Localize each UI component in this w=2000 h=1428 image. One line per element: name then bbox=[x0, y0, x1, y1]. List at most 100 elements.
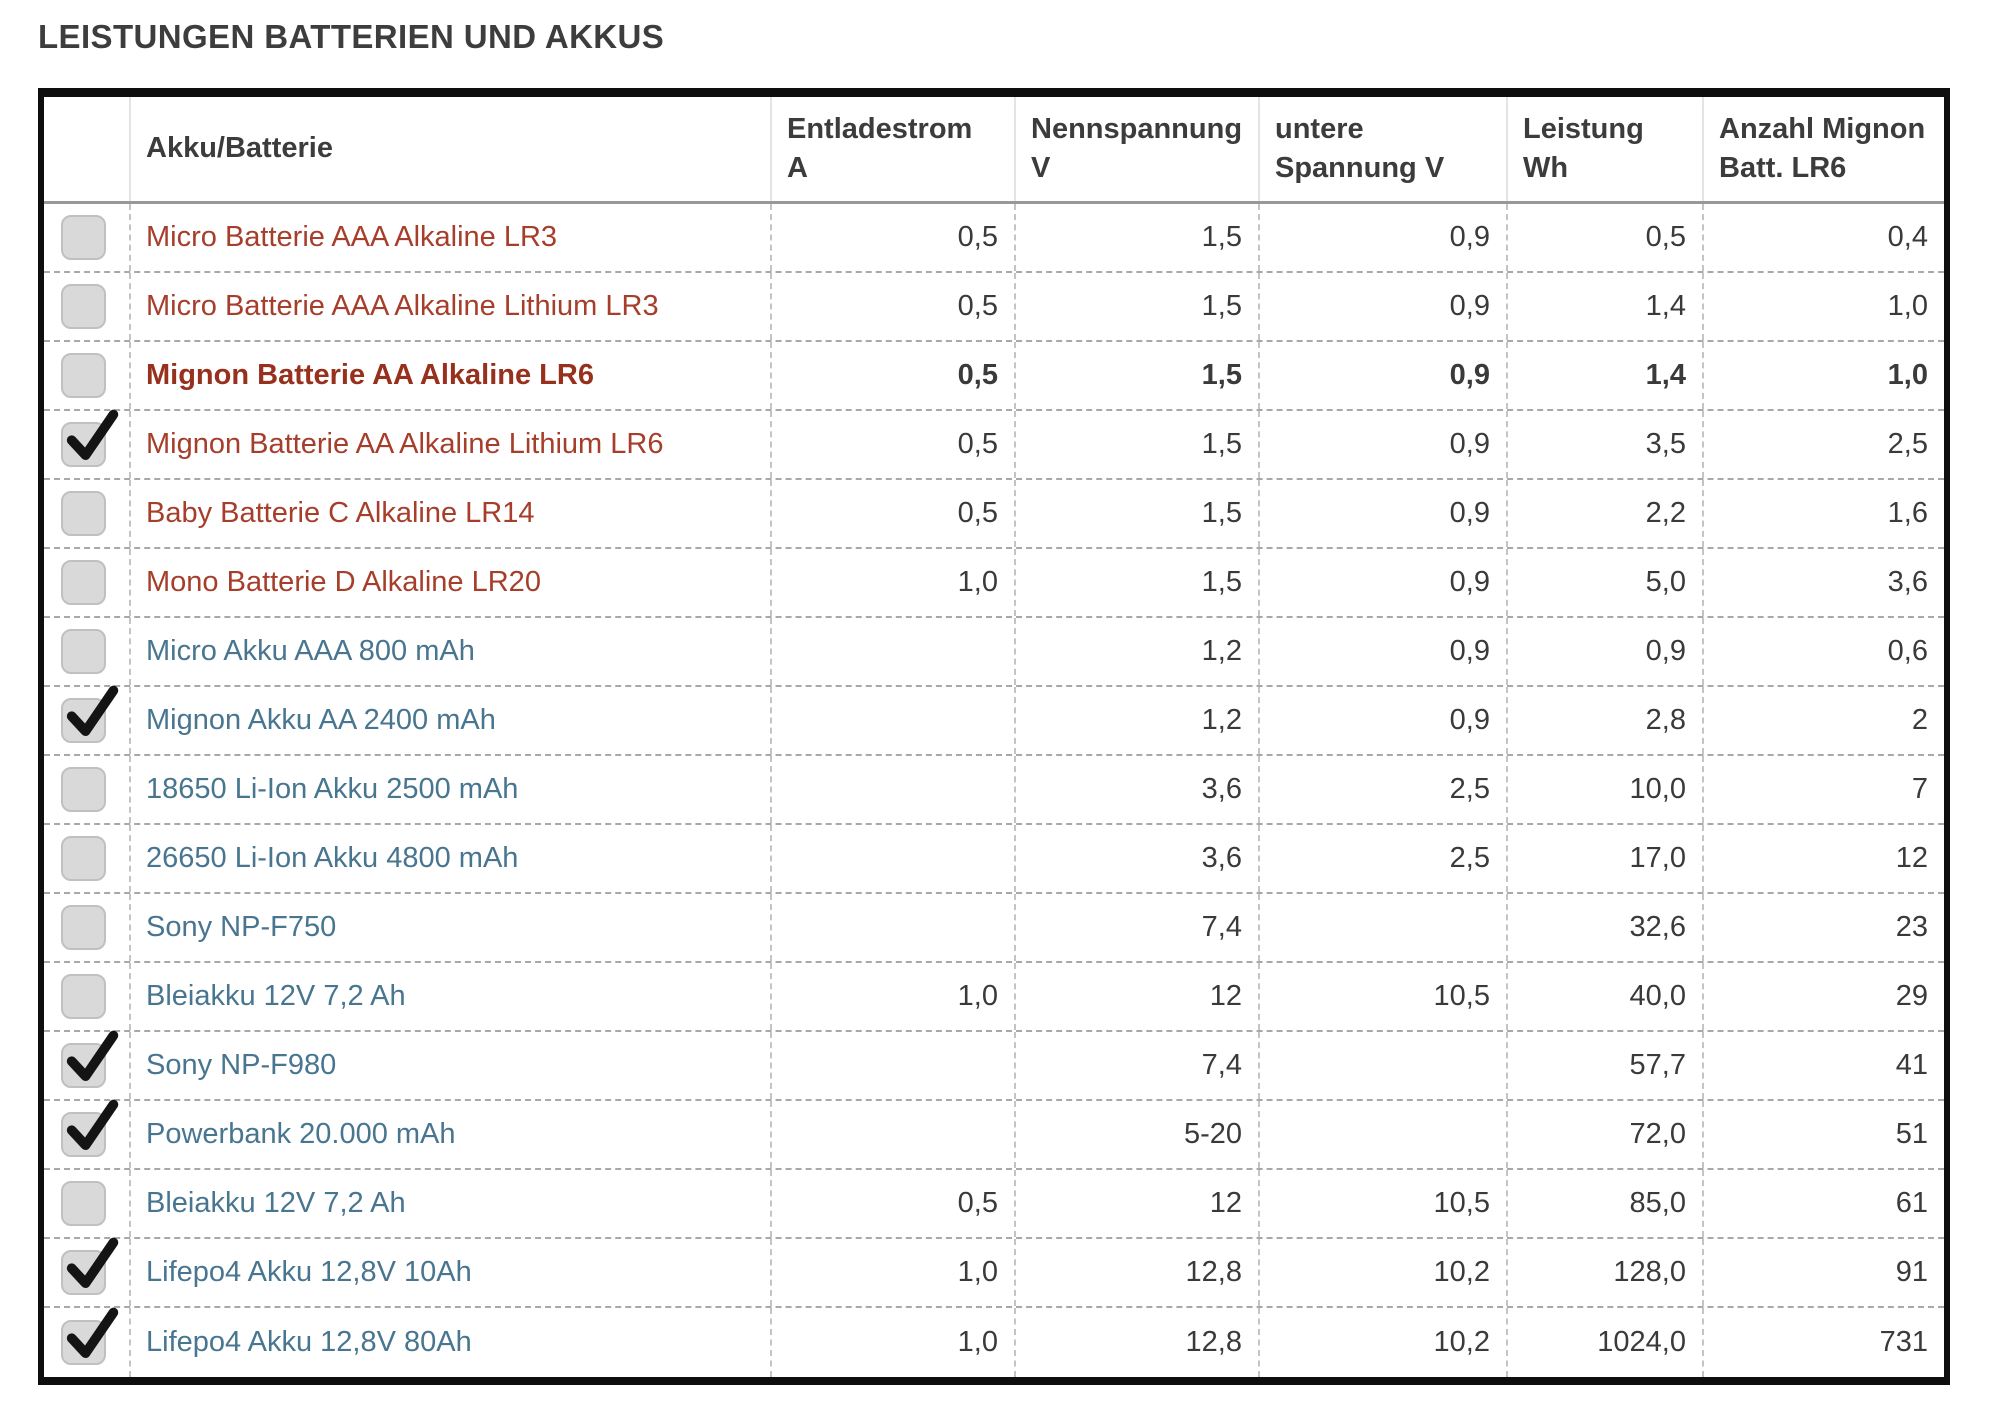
cell-battery-name: Lifepo4 Akku 12,8V 10Ah bbox=[131, 1239, 772, 1306]
checkbox[interactable] bbox=[61, 629, 106, 674]
table-row: Lifepo4 Akku 12,8V 10Ah 1,0 12,8 10,2 12… bbox=[44, 1237, 1944, 1308]
checkbox[interactable] bbox=[61, 836, 106, 881]
cell-untere-spannung-v: 0,9 bbox=[1260, 342, 1508, 409]
cell-untere-spannung-v: 10,2 bbox=[1260, 1308, 1508, 1377]
battery-name: Lifepo4 Akku 12,8V 80Ah bbox=[146, 1325, 472, 1358]
cell-anzahl-mignon-lr6: 2,5 bbox=[1887, 428, 1928, 460]
battery-name: Mignon Batterie AA Alkaline LR6 bbox=[146, 358, 594, 391]
cell-nennspannung-v: 5-20 bbox=[1016, 1101, 1260, 1168]
cell-leistung-wh: 40,0 bbox=[1508, 963, 1704, 1030]
cell-battery-name: Bleiakku 12V 7,2 Ah bbox=[131, 1170, 772, 1237]
cell-nennspannung-v: 1,2 bbox=[1016, 618, 1260, 685]
cell-checkbox bbox=[44, 1030, 131, 1099]
checkbox[interactable] bbox=[61, 1181, 106, 1226]
cell-leistung-wh: 2,2 bbox=[1508, 480, 1704, 547]
checkmark-icon bbox=[66, 1307, 119, 1359]
cell-anzahl-mignon-lr6: 1,0 bbox=[1887, 359, 1928, 391]
table-row: Bleiakku 12V 7,2 Ah 1,0 12 10,5 40,0 29 bbox=[44, 963, 1944, 1032]
battery-name: Micro Batterie AAA Alkaline LR3 bbox=[146, 220, 558, 253]
cell-anzahl-mignon-lr6: 1,6 bbox=[1887, 497, 1928, 529]
checkbox[interactable] bbox=[61, 1030, 119, 1088]
cell-untere-spannung-v: 10,5 bbox=[1260, 963, 1508, 1030]
cell-untere-spannung-v: 2,5 bbox=[1260, 825, 1508, 892]
cell-checkbox bbox=[44, 825, 131, 892]
cell-entladestrom-a: 1,0 bbox=[772, 1239, 1016, 1306]
cell-entladestrom-a: 0,5 bbox=[772, 411, 1016, 478]
cell-entladestrom-a bbox=[772, 756, 1016, 823]
cell-checkbox bbox=[44, 618, 131, 685]
cell-checkbox bbox=[44, 963, 131, 1030]
checkbox[interactable] bbox=[61, 685, 119, 743]
checkmark-icon bbox=[66, 1099, 119, 1151]
cell-battery-name: 26650 Li-Ion Akku 4800 mAh bbox=[131, 825, 772, 892]
battery-name: Powerbank 20.000 mAh bbox=[146, 1117, 456, 1150]
cell-nennspannung-v: 3,6 bbox=[1016, 825, 1260, 892]
cell-battery-name: Lifepo4 Akku 12,8V 80Ah bbox=[131, 1308, 772, 1377]
cell-anzahl-mignon-lr6: 91 bbox=[1895, 1256, 1928, 1288]
header-nennspannung-v: Nennspannung V bbox=[1016, 97, 1260, 201]
table-row: Powerbank 20.000 mAh 5-20 72,0 51 bbox=[44, 1099, 1944, 1170]
cell-untere-spannung-v: 0,9 bbox=[1260, 273, 1508, 340]
cell-nennspannung-v: 12 bbox=[1016, 963, 1260, 1030]
cell-leistung-wh: 10,0 bbox=[1508, 756, 1704, 823]
cell-leistung-wh: 72,0 bbox=[1508, 1101, 1704, 1168]
cell-entladestrom-a bbox=[772, 1101, 1016, 1168]
cell-battery-name: Sony NP-F750 bbox=[131, 894, 772, 961]
cell-battery-name: Powerbank 20.000 mAh bbox=[131, 1101, 772, 1168]
cell-anzahl-mignon-lr6: 2 bbox=[1911, 704, 1928, 736]
cell-untere-spannung-v: 2,5 bbox=[1260, 756, 1508, 823]
cell-checkbox bbox=[44, 685, 131, 754]
cell-anzahl-mignon-lr6: 41 bbox=[1895, 1049, 1928, 1081]
cell-battery-name: Mono Batterie D Alkaline LR20 bbox=[131, 549, 772, 616]
cell-entladestrom-a: 0,5 bbox=[772, 342, 1016, 409]
battery-name: Sony NP-F980 bbox=[146, 1048, 337, 1081]
cell-untere-spannung-v: 0,9 bbox=[1260, 411, 1508, 478]
cell-nennspannung-v: 1,5 bbox=[1016, 411, 1260, 478]
battery-table: Akku/Batterie Entladestrom A Nennspannun… bbox=[38, 88, 1950, 1385]
cell-untere-spannung-v: 10,5 bbox=[1260, 1170, 1508, 1237]
cell-nennspannung-v: 1,2 bbox=[1016, 687, 1260, 754]
header-leistung-wh: Leistung Wh bbox=[1508, 97, 1704, 201]
cell-nennspannung-v: 7,4 bbox=[1016, 894, 1260, 961]
cell-leistung-wh: 17,0 bbox=[1508, 825, 1704, 892]
cell-checkbox bbox=[44, 204, 131, 271]
battery-name: Baby Batterie C Alkaline LR14 bbox=[146, 496, 535, 529]
checkbox[interactable] bbox=[61, 1237, 119, 1295]
checkbox[interactable] bbox=[61, 409, 119, 467]
cell-entladestrom-a bbox=[772, 618, 1016, 685]
cell-leistung-wh: 57,7 bbox=[1508, 1032, 1704, 1099]
cell-untere-spannung-v: 0,9 bbox=[1260, 687, 1508, 754]
cell-entladestrom-a: 1,0 bbox=[772, 549, 1016, 616]
checkbox[interactable] bbox=[61, 284, 106, 329]
checkbox[interactable] bbox=[61, 353, 106, 398]
cell-entladestrom-a: 1,0 bbox=[772, 1308, 1016, 1377]
cell-nennspannung-v: 7,4 bbox=[1016, 1032, 1260, 1099]
cell-entladestrom-a: 0,5 bbox=[772, 1170, 1016, 1237]
table-row: Mono Batterie D Alkaline LR20 1,0 1,5 0,… bbox=[44, 549, 1944, 618]
cell-battery-name: Mignon Batterie AA Alkaline LR6 bbox=[131, 342, 772, 409]
checkbox[interactable] bbox=[61, 905, 106, 950]
battery-name: Mignon Batterie AA Alkaline Lithium LR6 bbox=[146, 427, 664, 460]
table-row: 26650 Li-Ion Akku 4800 mAh 3,6 2,5 17,0 … bbox=[44, 825, 1944, 894]
checkbox[interactable] bbox=[61, 974, 106, 1019]
checkbox[interactable] bbox=[61, 560, 106, 605]
cell-checkbox bbox=[44, 342, 131, 409]
cell-checkbox bbox=[44, 1099, 131, 1168]
header-entladestrom-a: Entladestrom A bbox=[772, 97, 1016, 201]
cell-nennspannung-v: 12,8 bbox=[1016, 1308, 1260, 1377]
cell-leistung-wh: 1024,0 bbox=[1508, 1308, 1704, 1377]
cell-battery-name: Baby Batterie C Alkaline LR14 bbox=[131, 480, 772, 547]
checkbox[interactable] bbox=[61, 215, 106, 260]
checkbox[interactable] bbox=[61, 1099, 119, 1157]
cell-untere-spannung-v bbox=[1260, 1032, 1508, 1099]
checkbox[interactable] bbox=[61, 491, 106, 536]
table-row: Baby Batterie C Alkaline LR14 0,5 1,5 0,… bbox=[44, 480, 1944, 549]
battery-name: Bleiakku 12V 7,2 Ah bbox=[146, 1186, 406, 1219]
cell-checkbox bbox=[44, 1307, 131, 1377]
checkbox[interactable] bbox=[61, 767, 106, 812]
cell-checkbox bbox=[44, 1170, 131, 1237]
checkbox[interactable] bbox=[61, 1307, 119, 1365]
table-row: 18650 Li-Ion Akku 2500 mAh 3,6 2,5 10,0 … bbox=[44, 756, 1944, 825]
table-header-row: Akku/Batterie Entladestrom A Nennspannun… bbox=[44, 97, 1944, 204]
cell-leistung-wh: 85,0 bbox=[1508, 1170, 1704, 1237]
